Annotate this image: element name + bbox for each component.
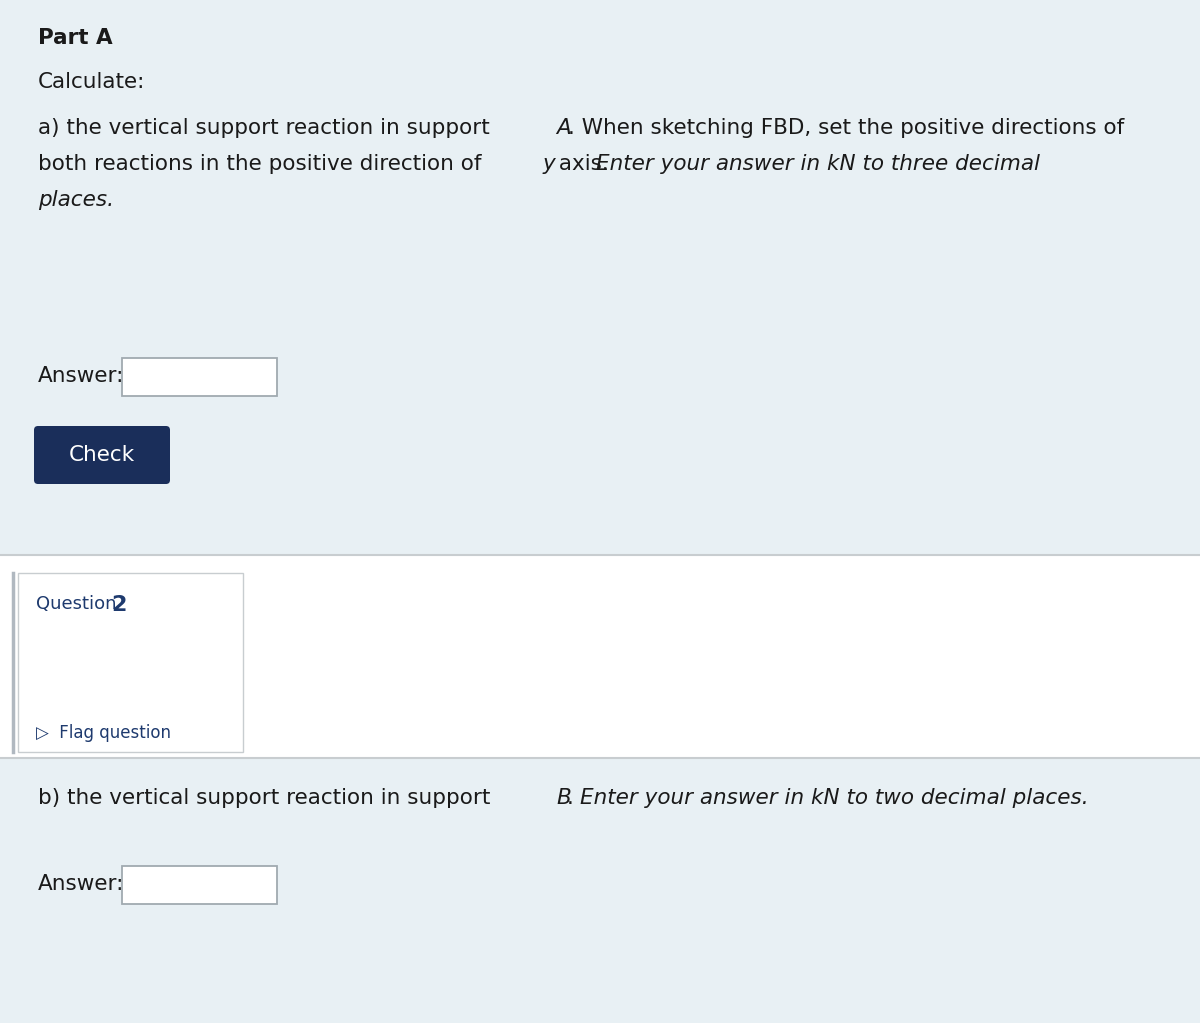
Bar [0,555,1200,758]
Text: .: . [568,788,581,808]
Text: B: B [556,788,571,808]
Bar [0,0,1200,555]
Text: A: A [556,118,571,138]
Text: Part A: Part A [38,28,113,48]
Text: b) the vertical support reaction in support: b) the vertical support reaction in supp… [38,788,497,808]
Text: axis.: axis. [552,154,616,174]
Bar [18,573,242,752]
Text: Check: Check [68,445,136,465]
Text: Enter your answer in kN to two decimal places.: Enter your answer in kN to two decimal p… [580,788,1088,808]
Bar [0,758,1200,1023]
Text: y: y [542,154,556,174]
Text: Question: Question [36,595,122,613]
Text: ▷  Flag question: ▷ Flag question [36,724,172,742]
Bar [122,358,277,396]
Text: Calculate:: Calculate: [38,72,145,92]
Text: Enter your answer in kN to three decimal: Enter your answer in kN to three decimal [596,154,1040,174]
Text: a) the vertical support reaction in support: a) the vertical support reaction in supp… [38,118,497,138]
Bar [122,866,277,904]
Text: . When sketching FBD, set the positive directions of: . When sketching FBD, set the positive d… [568,118,1124,138]
FancyBboxPatch shape [34,426,170,484]
Text: both reactions in the positive direction of: both reactions in the positive direction… [38,154,488,174]
Text: Answer:: Answer: [38,366,125,386]
Text: places.: places. [38,190,114,210]
Text: 2: 2 [112,595,126,615]
Text: Answer:: Answer: [38,874,125,894]
